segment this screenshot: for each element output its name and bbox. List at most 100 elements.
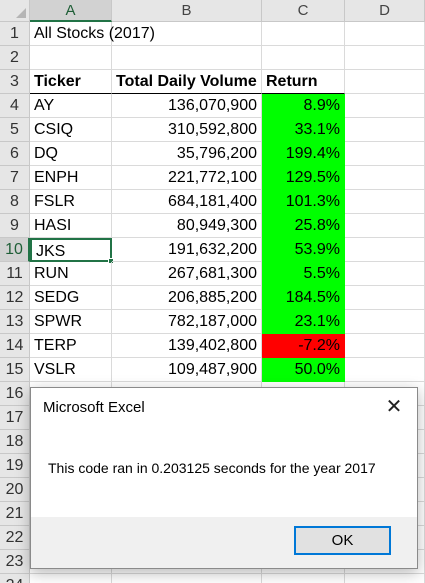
- cell[interactable]: [345, 286, 425, 310]
- cell[interactable]: [345, 94, 425, 118]
- row-header-16[interactable]: 16: [0, 382, 30, 406]
- ticker-cell[interactable]: SEDG: [30, 286, 112, 310]
- dialog-footer: OK: [31, 517, 417, 568]
- volume-cell[interactable]: 139,402,800: [112, 334, 262, 358]
- cell[interactable]: [345, 262, 425, 286]
- cell[interactable]: [112, 46, 262, 70]
- row-header-12[interactable]: 12: [0, 286, 30, 310]
- cell[interactable]: [345, 46, 425, 70]
- ticker-cell[interactable]: SPWR: [30, 310, 112, 334]
- return-cell[interactable]: 25.8%: [262, 214, 345, 238]
- row-header-9[interactable]: 9: [0, 214, 30, 238]
- ticker-cell[interactable]: RUN: [30, 262, 112, 286]
- cell[interactable]: [345, 190, 425, 214]
- ok-button[interactable]: OK: [294, 526, 391, 555]
- row-header-21[interactable]: 21: [0, 502, 30, 526]
- column-header-c[interactable]: C: [262, 0, 345, 22]
- volume-cell[interactable]: 684,181,400: [112, 190, 262, 214]
- row-header-22[interactable]: 22: [0, 526, 30, 550]
- row-header-4[interactable]: 4: [0, 94, 30, 118]
- ticker-cell[interactable]: CSIQ: [30, 118, 112, 142]
- row-header-1[interactable]: 1: [0, 22, 30, 46]
- cell[interactable]: [345, 358, 425, 382]
- row-header-10[interactable]: 10: [0, 238, 30, 262]
- cell[interactable]: [345, 334, 425, 358]
- row-header-2[interactable]: 2: [0, 46, 30, 70]
- return-cell[interactable]: 184.5%: [262, 286, 345, 310]
- row-header-18[interactable]: 18: [0, 430, 30, 454]
- return-cell[interactable]: 50.0%: [262, 358, 345, 382]
- volume-cell[interactable]: 310,592,800: [112, 118, 262, 142]
- ticker-cell[interactable]: DQ: [30, 142, 112, 166]
- cell[interactable]: [345, 574, 425, 583]
- row-header-19[interactable]: 19: [0, 454, 30, 478]
- close-icon[interactable]: ✕: [385, 396, 403, 418]
- header-return[interactable]: Return: [262, 70, 345, 94]
- cell[interactable]: [262, 46, 345, 70]
- cell[interactable]: [112, 574, 262, 583]
- select-all-triangle-icon: [16, 8, 26, 18]
- cell[interactable]: [262, 22, 345, 46]
- volume-cell[interactable]: 136,070,900: [112, 94, 262, 118]
- volume-cell[interactable]: 109,487,900: [112, 358, 262, 382]
- return-cell[interactable]: -7.2%: [262, 334, 345, 358]
- return-cell[interactable]: 5.5%: [262, 262, 345, 286]
- row-header-20[interactable]: 20: [0, 478, 30, 502]
- cell[interactable]: [345, 310, 425, 334]
- return-cell[interactable]: 199.4%: [262, 142, 345, 166]
- message-dialog: Microsoft Excel ✕ This code ran in 0.203…: [30, 387, 418, 569]
- ticker-cell[interactable]: HASI: [30, 214, 112, 238]
- row-header-7[interactable]: 7: [0, 166, 30, 190]
- row-header-5[interactable]: 5: [0, 118, 30, 142]
- return-cell[interactable]: 33.1%: [262, 118, 345, 142]
- cell[interactable]: [345, 238, 425, 262]
- volume-cell[interactable]: 221,772,100: [112, 166, 262, 190]
- dialog-title: Microsoft Excel: [43, 399, 145, 416]
- row-header-13[interactable]: 13: [0, 310, 30, 334]
- select-all-corner[interactable]: [0, 0, 30, 22]
- dialog-message: This code ran in 0.203125 seconds for th…: [48, 460, 376, 476]
- row-header-8[interactable]: 8: [0, 190, 30, 214]
- cell[interactable]: [30, 574, 112, 583]
- volume-cell[interactable]: 267,681,300: [112, 262, 262, 286]
- cell[interactable]: [345, 22, 425, 46]
- return-cell[interactable]: 53.9%: [262, 238, 345, 262]
- return-cell[interactable]: 8.9%: [262, 94, 345, 118]
- cell[interactable]: [345, 142, 425, 166]
- cell[interactable]: [345, 214, 425, 238]
- row-header-17[interactable]: 17: [0, 406, 30, 430]
- header-volume[interactable]: Total Daily Volume: [112, 70, 262, 94]
- volume-cell[interactable]: 191,632,200: [112, 238, 262, 262]
- cell[interactable]: [262, 574, 345, 583]
- cell[interactable]: [30, 46, 112, 70]
- cell[interactable]: [345, 118, 425, 142]
- return-cell[interactable]: 23.1%: [262, 310, 345, 334]
- header-ticker[interactable]: Ticker: [30, 70, 112, 94]
- return-cell[interactable]: 101.3%: [262, 190, 345, 214]
- cell[interactable]: [345, 70, 425, 94]
- ticker-cell[interactable]: VSLR: [30, 358, 112, 382]
- cell[interactable]: [345, 166, 425, 190]
- volume-cell[interactable]: 206,885,200: [112, 286, 262, 310]
- row-header-6[interactable]: 6: [0, 142, 30, 166]
- column-header-a[interactable]: A: [30, 0, 112, 22]
- return-cell[interactable]: 129.5%: [262, 166, 345, 190]
- title-cell[interactable]: All Stocks (2017): [30, 22, 155, 46]
- ticker-cell[interactable]: FSLR: [30, 190, 112, 214]
- ticker-cell[interactable]: ENPH: [30, 166, 112, 190]
- row-header-14[interactable]: 14: [0, 334, 30, 358]
- volume-cell[interactable]: 782,187,000: [112, 310, 262, 334]
- row-header-15[interactable]: 15: [0, 358, 30, 382]
- column-header-b[interactable]: B: [112, 0, 262, 22]
- volume-cell[interactable]: 80,949,300: [112, 214, 262, 238]
- ticker-cell[interactable]: TERP: [30, 334, 112, 358]
- column-header-d[interactable]: D: [345, 0, 425, 22]
- volume-cell[interactable]: 35,796,200: [112, 142, 262, 166]
- row-header-24[interactable]: 24: [0, 574, 30, 583]
- cell[interactable]: [112, 22, 262, 46]
- row-header-11[interactable]: 11: [0, 262, 30, 286]
- ticker-cell[interactable]: JKS: [30, 238, 112, 262]
- row-header-3[interactable]: 3: [0, 70, 30, 94]
- ticker-cell[interactable]: AY: [30, 94, 112, 118]
- row-header-23[interactable]: 23: [0, 550, 30, 574]
